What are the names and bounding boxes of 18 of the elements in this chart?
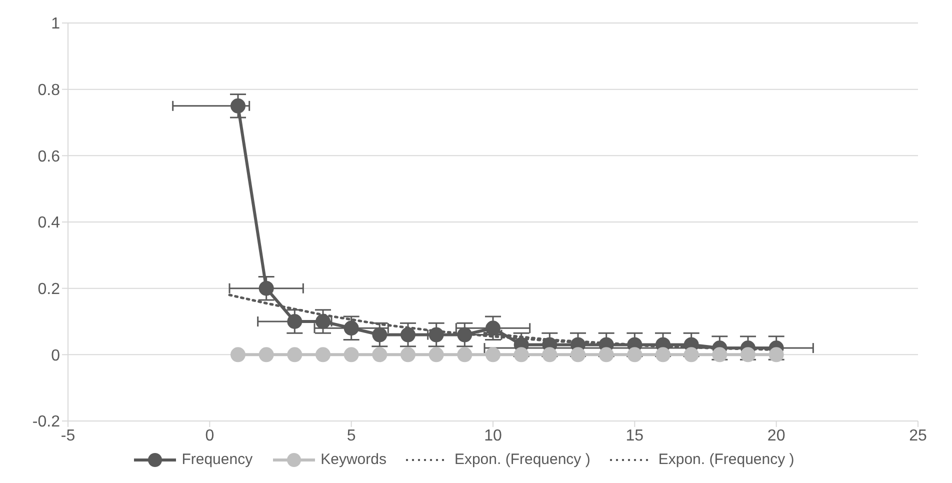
y-tick-label: -0.2: [32, 414, 60, 431]
y-tick-label: 0: [51, 347, 60, 364]
y-tick-label: 0.8: [38, 82, 60, 100]
y-tick-label: 0.2: [38, 281, 60, 298]
legend-label: Frequency: [182, 451, 253, 468]
x-tick-label: 20: [767, 427, 786, 444]
legend-label: Expon. (Frequency ): [658, 451, 794, 468]
x-tick-label: 10: [484, 427, 502, 444]
y-tick-label: 1: [51, 16, 60, 33]
x-tick-label: 25: [909, 427, 927, 444]
legend-label: Keywords: [320, 451, 386, 468]
legend-label: Expon. (Frequency ): [454, 451, 590, 468]
x-tick-label: -5: [60, 427, 76, 444]
x-tick-label: 5: [346, 427, 356, 444]
x-tick-label: 15: [626, 427, 644, 444]
y-tick-label: 0.4: [38, 214, 60, 232]
y-tick-label: 0.6: [38, 148, 60, 166]
x-tick-label: 0: [205, 427, 214, 444]
